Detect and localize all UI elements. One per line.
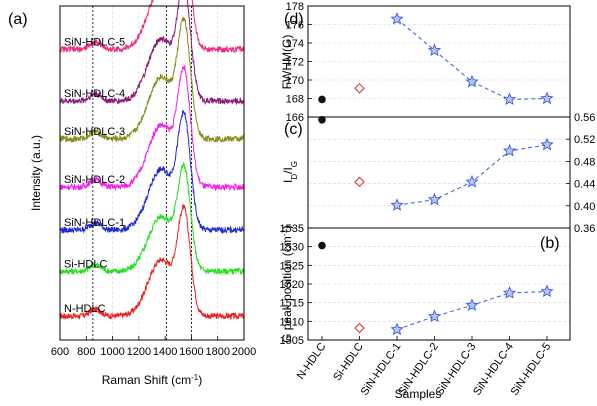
ratio-point-n-hdlc bbox=[318, 115, 326, 124]
gpeak-y-tick-label: 1535 bbox=[280, 223, 304, 235]
fwhm-point-sin-hdlc-4 bbox=[502, 92, 517, 106]
ratio-y-tick-label: 0.36 bbox=[574, 223, 595, 235]
ratio-point-sin-hdlc-4 bbox=[502, 143, 517, 157]
ratio-y-tick-label: 0.52 bbox=[574, 134, 595, 146]
panel-label-d: (d) bbox=[284, 11, 304, 28]
gpeak-point-sin-hdlc-5 bbox=[540, 284, 554, 298]
raman-x-tick-label: 1400 bbox=[153, 346, 177, 358]
g-peak-position-panel bbox=[308, 241, 570, 336]
sample-tick-label: Si-HDLC bbox=[331, 341, 366, 383]
raman-x-tick-label: 1600 bbox=[179, 346, 203, 358]
ratio-y-tick-label: 0.40 bbox=[574, 201, 595, 213]
fwhm-y-tick-label: 176 bbox=[286, 20, 304, 32]
raman-spectrum-n-hdlc bbox=[59, 203, 245, 321]
raman-series-label: SiN-HDLC-5 bbox=[64, 36, 125, 48]
raman-spectrum-sin-hdlc-3 bbox=[59, 16, 245, 144]
fwhm-panel bbox=[308, 12, 570, 106]
intensity-ratio-panel bbox=[308, 115, 570, 211]
fwhm-point-n-hdlc bbox=[318, 95, 326, 104]
gpeak-point-sin-hdlc-1 bbox=[390, 322, 404, 336]
gpeak-trend-line bbox=[396, 291, 548, 330]
raman-y-axis-label: Intensity (a.u.) bbox=[29, 135, 43, 211]
raman-series-label: N-HDLC bbox=[64, 303, 106, 315]
raman-spectrum-sin-hdlc-2 bbox=[59, 65, 245, 192]
fwhm-point-sin-hdlc-2 bbox=[427, 43, 442, 57]
fwhm-y-tick-label: 170 bbox=[286, 75, 304, 87]
gpeak-y-tick-label: 1505 bbox=[280, 335, 304, 347]
fwhm-point-sin-hdlc-1 bbox=[390, 12, 404, 25]
fwhm-y-tick-label: 178 bbox=[286, 1, 304, 13]
samples-x-axis-label: Samples bbox=[395, 387, 442, 401]
gpeak-point-sin-hdlc-4 bbox=[502, 286, 517, 299]
gpeak-y-tick-label: 1530 bbox=[280, 242, 304, 254]
raman-spectrum-sin-hdlc-5 bbox=[59, 0, 245, 54]
fwhm-y-tick-label: 174 bbox=[286, 38, 304, 50]
raman-x-tick-label: 1200 bbox=[127, 346, 151, 358]
fwhm-y-tick-label: 172 bbox=[286, 57, 304, 69]
gpeak-y-tick-label: 1510 bbox=[280, 316, 304, 328]
ratio-point-sin-hdlc-1 bbox=[390, 198, 404, 211]
raman-series-label: SiN-HDLC-3 bbox=[64, 126, 125, 138]
gpeak-point-n-hdlc bbox=[318, 241, 326, 250]
raman-x-tick-label: 1800 bbox=[205, 346, 229, 358]
fwhm-y-tick-label: 168 bbox=[286, 94, 304, 106]
raman-x-tick-label: 800 bbox=[77, 346, 95, 358]
raman-x-tick-label: 600 bbox=[51, 346, 69, 358]
gpeak-point-si-hdlc bbox=[354, 322, 365, 334]
fwhm-y-tick-label: 166 bbox=[286, 112, 304, 124]
fwhm-point-sin-hdlc-3 bbox=[465, 74, 479, 88]
gpeak-y-axis-label: G peak position (cm-1) bbox=[280, 225, 295, 343]
ratio-y-axis-label: ID/IG bbox=[281, 161, 299, 183]
panel-label-b: (b) bbox=[540, 235, 560, 252]
raman-series-label: SiN-HDLC-4 bbox=[64, 88, 125, 100]
ratio-y-tick-label: 0.56 bbox=[574, 112, 595, 124]
sample-tick-label: SiN-HDLC-5 bbox=[509, 341, 554, 398]
raman-x-tick-label: 2000 bbox=[232, 346, 256, 358]
ratio-point-sin-hdlc-3 bbox=[465, 174, 479, 188]
fwhm-y-axis-label: FWHM(G) bbox=[280, 35, 294, 90]
ratio-point-sin-hdlc-2 bbox=[427, 192, 442, 206]
gpeak-point-sin-hdlc-2 bbox=[427, 309, 442, 323]
panel-label-a: (a) bbox=[8, 11, 28, 28]
ratio-y-tick-label: 0.44 bbox=[574, 179, 595, 191]
raman-spectra-panel: N-HDLC Si-HDLC SiN-HDLC-1 SiN-HDLC-2 SiN-HDL… bbox=[8, 0, 256, 387]
gpeak-y-tick-label: 1520 bbox=[280, 279, 304, 291]
ratio-point-si-hdlc bbox=[354, 176, 365, 188]
raman-plot-frame bbox=[59, 5, 245, 341]
ratio-point-sin-hdlc-5 bbox=[540, 137, 554, 151]
gpeak-y-tick-label: 1525 bbox=[280, 260, 304, 272]
samples-plot-frame bbox=[307, 5, 571, 341]
raman-spectrum-sin-hdlc-1 bbox=[59, 109, 244, 235]
raman-spectrum-sin-hdlc-4 bbox=[59, 0, 245, 106]
panel-label-c: (c) bbox=[284, 121, 303, 138]
raman-x-tick-label: 1000 bbox=[100, 346, 124, 358]
raman-spectrum-si-hdlc bbox=[59, 161, 245, 276]
raman-x-axis-label: Raman Shift (cm-1) bbox=[102, 373, 202, 388]
raman-series-label: SiN-HDLC-1 bbox=[64, 217, 125, 229]
ratio-y-tick-label: 0.48 bbox=[574, 156, 595, 168]
gpeak-point-sin-hdlc-3 bbox=[465, 298, 479, 311]
fwhm-trend-line bbox=[396, 18, 548, 100]
raman-series-label: SiN-HDLC-2 bbox=[64, 174, 125, 186]
raman-series-label: Si-HDLC bbox=[64, 258, 107, 270]
gpeak-y-tick-label: 1515 bbox=[280, 298, 304, 310]
fwhm-point-si-hdlc bbox=[354, 83, 365, 94]
fwhm-point-sin-hdlc-5 bbox=[540, 91, 554, 105]
